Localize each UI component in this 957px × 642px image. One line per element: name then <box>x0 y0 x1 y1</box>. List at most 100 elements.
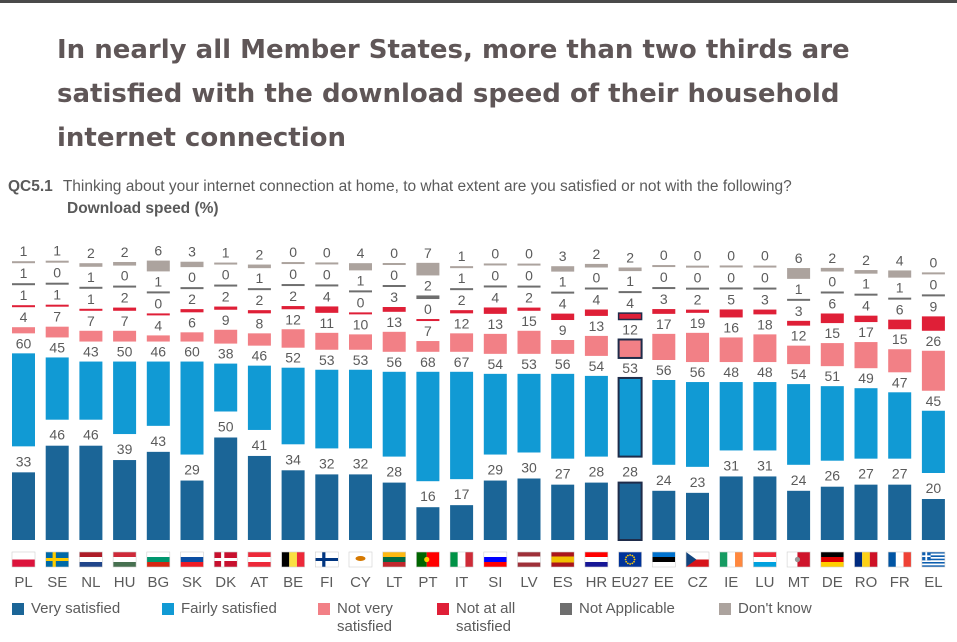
bar-not-applicable-nl <box>79 286 103 289</box>
label-very-satisfied-lv: 30 <box>521 460 537 476</box>
label-dont-know-si: 0 <box>491 245 499 261</box>
bar-not-at-all-satisfied-se <box>45 304 69 307</box>
bar-group-hr: 28 54 13 4 0 2 HR <box>584 246 609 591</box>
legend-swatch-not-at-all-satisfied <box>437 603 449 615</box>
category-label-lt: LT <box>386 574 402 591</box>
label-not-very-satisfied-lt: 13 <box>386 314 402 330</box>
label-dont-know-fr: 4 <box>896 252 904 268</box>
bar-not-at-all-satisfied-hu <box>113 307 137 311</box>
bar-group-fr: 27 47 15 6 1 4 FR <box>887 252 912 591</box>
flag-pl <box>11 551 36 568</box>
label-fairly-satisfied-ie: 48 <box>723 364 739 380</box>
bar-not-very-satisfied-pt <box>416 341 440 352</box>
bar-dont-know-pt <box>416 262 440 276</box>
label-not-very-satisfied-ee: 17 <box>656 316 672 332</box>
flag-hr <box>584 551 609 568</box>
bar-not-at-all-satisfied-mt <box>787 320 811 326</box>
label-not-at-all-satisfied-sk: 2 <box>188 291 196 307</box>
label-fairly-satisfied-cz: 56 <box>690 364 706 380</box>
label-not-very-satisfied-cz: 19 <box>690 315 706 331</box>
bar-fairly-satisfied-fr <box>888 392 912 459</box>
bar-not-very-satisfied-dk <box>214 329 238 344</box>
label-not-at-all-satisfied-dk: 2 <box>222 289 230 305</box>
label-not-very-satisfied-it: 12 <box>454 315 470 331</box>
label-dont-know-ee: 0 <box>660 247 668 263</box>
category-label-sk: SK <box>182 574 202 591</box>
bar-not-applicable-pt <box>416 295 440 300</box>
category-label-si: SI <box>488 574 502 591</box>
bar-not-applicable-sk <box>180 287 204 290</box>
category-label-fr: FR <box>890 574 910 591</box>
bar-group-ro: 27 49 17 4 1 2 RO <box>854 252 878 591</box>
label-not-applicable-be: 0 <box>289 266 297 282</box>
label-very-satisfied-at: 41 <box>252 437 268 453</box>
bar-group-it: 17 67 12 2 1 1 IT <box>449 248 474 591</box>
bar-group-sk: 29 60 6 2 0 3 SK <box>180 244 204 591</box>
bar-not-applicable-ie <box>719 287 743 290</box>
category-label-fi: FI <box>320 574 333 591</box>
bar-not-applicable-fr <box>888 297 912 300</box>
label-not-at-all-satisfied-pl: 1 <box>20 287 28 303</box>
label-dont-know-de: 2 <box>828 250 836 266</box>
bar-fairly-satisfied-be <box>281 367 305 445</box>
label-not-applicable-cy: 1 <box>357 272 365 288</box>
label-very-satisfied-hr: 28 <box>589 464 605 480</box>
label-very-satisfied-lu: 31 <box>757 457 773 473</box>
bar-not-at-all-satisfied-sk <box>180 309 204 313</box>
flag-sk <box>180 551 204 568</box>
label-not-applicable-lv: 0 <box>525 268 533 284</box>
bar-not-at-all-satisfied-lt <box>382 307 406 312</box>
label-not-at-all-satisfied-bg: 0 <box>154 295 162 311</box>
label-dont-know-ro: 2 <box>862 252 870 268</box>
bar-fairly-satisfied-pt <box>416 371 440 482</box>
bar-dont-know-eu27 <box>618 267 642 272</box>
flag-cy <box>348 551 373 568</box>
label-not-at-all-satisfied-ro: 4 <box>862 298 870 314</box>
bar-not-very-satisfied-nl <box>79 330 103 342</box>
label-not-at-all-satisfied-be: 2 <box>289 288 297 304</box>
bar-group-nl: 46 43 7 1 1 2 NL <box>79 245 103 591</box>
bar-very-satisfied-at <box>247 455 271 540</box>
label-not-at-all-satisfied-lu: 3 <box>761 292 769 308</box>
label-fairly-satisfied-be: 52 <box>285 350 301 366</box>
label-very-satisfied-dk: 50 <box>218 419 234 435</box>
label-dont-know-fi: 0 <box>323 244 331 260</box>
label-dont-know-lt: 0 <box>390 245 398 261</box>
flag-fr <box>887 551 912 568</box>
label-dont-know-bg: 6 <box>154 243 162 259</box>
bar-fairly-satisfied-sk <box>180 361 204 455</box>
label-dont-know-es: 3 <box>559 248 567 264</box>
label-very-satisfied-pt: 16 <box>420 488 436 504</box>
label-not-applicable-ie: 0 <box>727 269 735 285</box>
label-not-at-all-satisfied-de: 6 <box>828 295 836 311</box>
label-not-very-satisfied-lu: 18 <box>757 316 773 332</box>
bar-not-applicable-es <box>551 291 575 294</box>
label-not-at-all-satisfied-ie: 5 <box>727 291 735 307</box>
label-not-very-satisfied-se: 7 <box>53 309 61 325</box>
legend-swatch-fairly-satisfied <box>162 603 174 615</box>
category-label-hr: HR <box>586 574 608 591</box>
bar-very-satisfied-ie <box>719 476 743 540</box>
legend-swatch-very-satisfied <box>12 603 24 615</box>
bar-not-applicable-hu <box>113 285 137 288</box>
flag-se <box>45 551 70 568</box>
category-label-bg: BG <box>147 574 169 591</box>
label-dont-know-it: 1 <box>458 248 466 264</box>
bar-not-at-all-satisfied-el <box>921 316 945 331</box>
bar-very-satisfied-se <box>45 445 69 540</box>
bar-not-applicable-bg <box>146 291 170 294</box>
bar-fairly-satisfied-si <box>483 373 507 455</box>
label-fairly-satisfied-mt: 54 <box>791 366 807 382</box>
bar-group-pt: 16 68 7 0 2 7 PT <box>416 245 440 591</box>
label-fairly-satisfied-lt: 56 <box>386 354 402 370</box>
bar-not-applicable-si <box>483 285 507 288</box>
bar-fairly-satisfied-es <box>551 373 575 459</box>
category-label-es: ES <box>553 574 573 591</box>
bar-group-si: 29 54 13 4 0 0 SI <box>483 245 508 591</box>
stacked-bar-chart: 33604111PL46457101SE46437112NL39507202HU… <box>11 243 946 591</box>
bar-dont-know-hr <box>584 263 608 268</box>
bar-dont-know-it <box>450 266 474 269</box>
label-very-satisfied-de: 26 <box>825 468 841 484</box>
label-fairly-satisfied-pl: 60 <box>16 335 32 351</box>
flag-el <box>921 551 946 568</box>
